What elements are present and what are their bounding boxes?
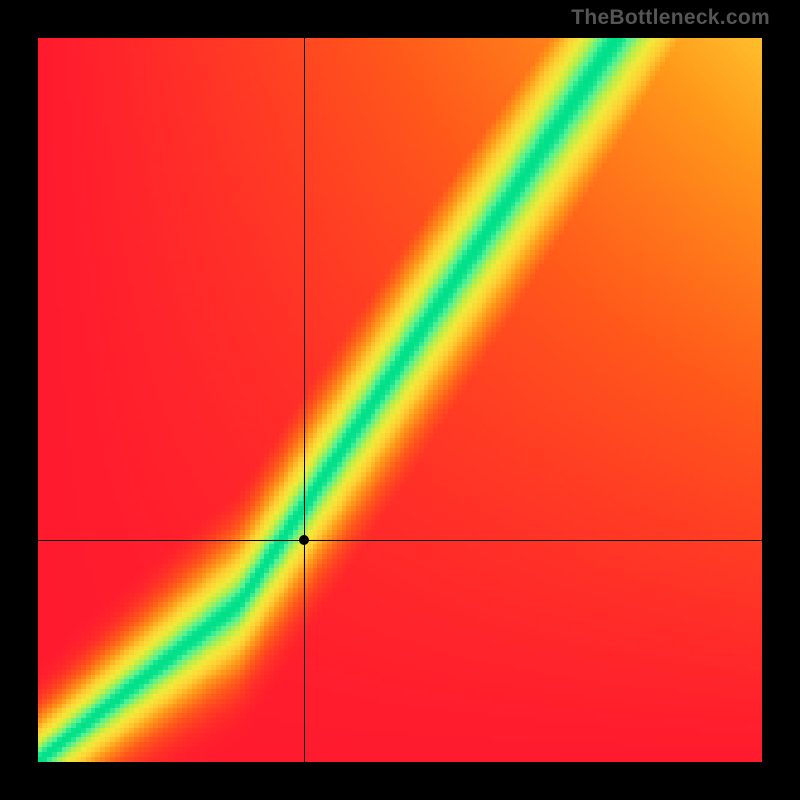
crosshair-horizontal xyxy=(38,540,762,541)
data-point-marker xyxy=(299,535,309,545)
crosshair-vertical xyxy=(304,38,305,762)
watermark-text: TheBottleneck.com xyxy=(571,6,770,30)
heatmap-plot xyxy=(38,38,762,762)
heatmap-canvas xyxy=(38,38,762,762)
chart-frame: TheBottleneck.com xyxy=(0,0,800,800)
